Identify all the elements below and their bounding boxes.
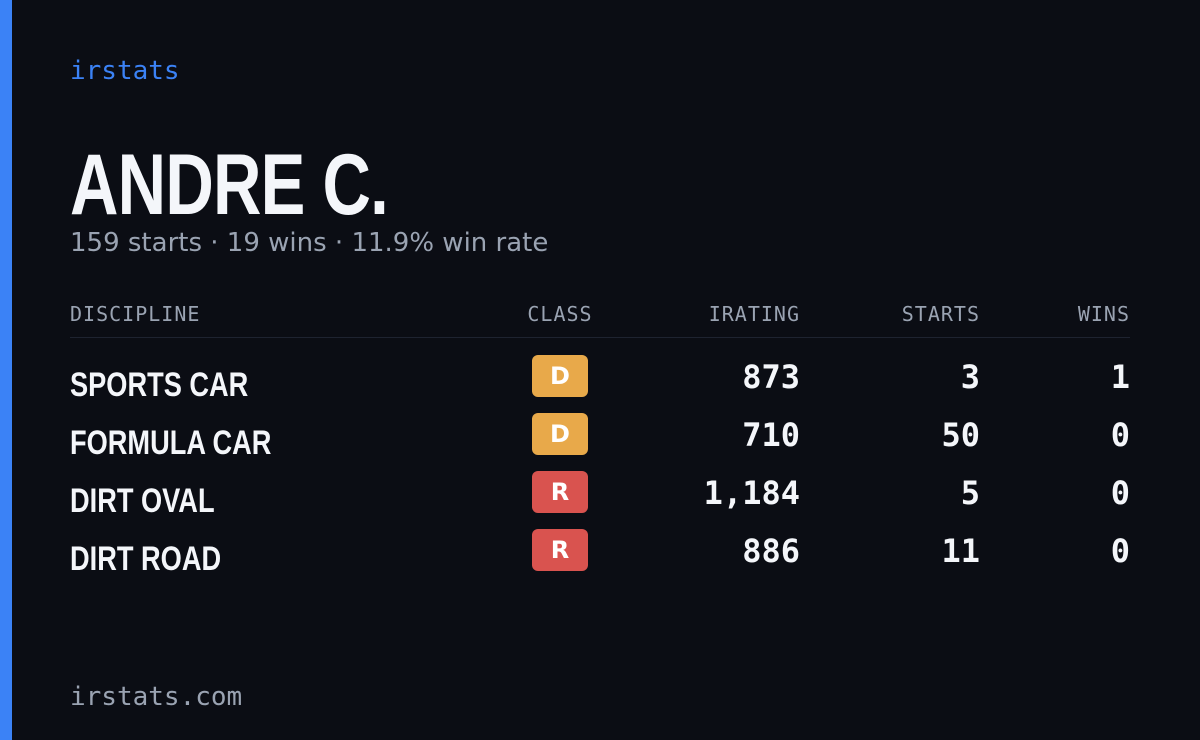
irating: 886 [742,532,800,570]
class-badge: R [532,529,588,571]
discipline: SPORTS CAR [70,366,249,404]
wins: 0 [1110,416,1130,454]
wins: 0 [1110,532,1130,570]
starts: 11 [941,532,980,570]
discipline-header: DISCIPLINE [70,302,201,326]
discipline: FORMULA CAR [70,424,272,462]
irating-header: IRATING [708,302,800,326]
class-badge: D [532,355,588,397]
accent-bar [0,0,12,740]
starts: 5 [960,474,980,512]
summary: 159 starts · 19 wins · 11.9% win rate [70,228,549,258]
irating: 710 [742,416,800,454]
class-header: CLASS [527,302,593,326]
irating: 1,184 [703,474,800,512]
wins-header: WINS [1077,302,1130,326]
discipline: DIRT OVAL [70,482,215,520]
irating: 873 [742,358,800,396]
header-rule [70,337,1130,338]
class-badge: R [532,471,588,513]
starts: 50 [941,416,980,454]
footer: irstats.com [70,682,243,712]
driver-name: ANDRE C. [70,137,389,233]
brand: irstats [70,56,180,86]
wins: 1 [1110,358,1130,396]
starts: 3 [960,358,980,396]
discipline: DIRT ROAD [70,540,222,578]
wins: 0 [1110,474,1130,512]
starts-header: STARTS [901,302,980,326]
class-badge: D [532,413,588,455]
